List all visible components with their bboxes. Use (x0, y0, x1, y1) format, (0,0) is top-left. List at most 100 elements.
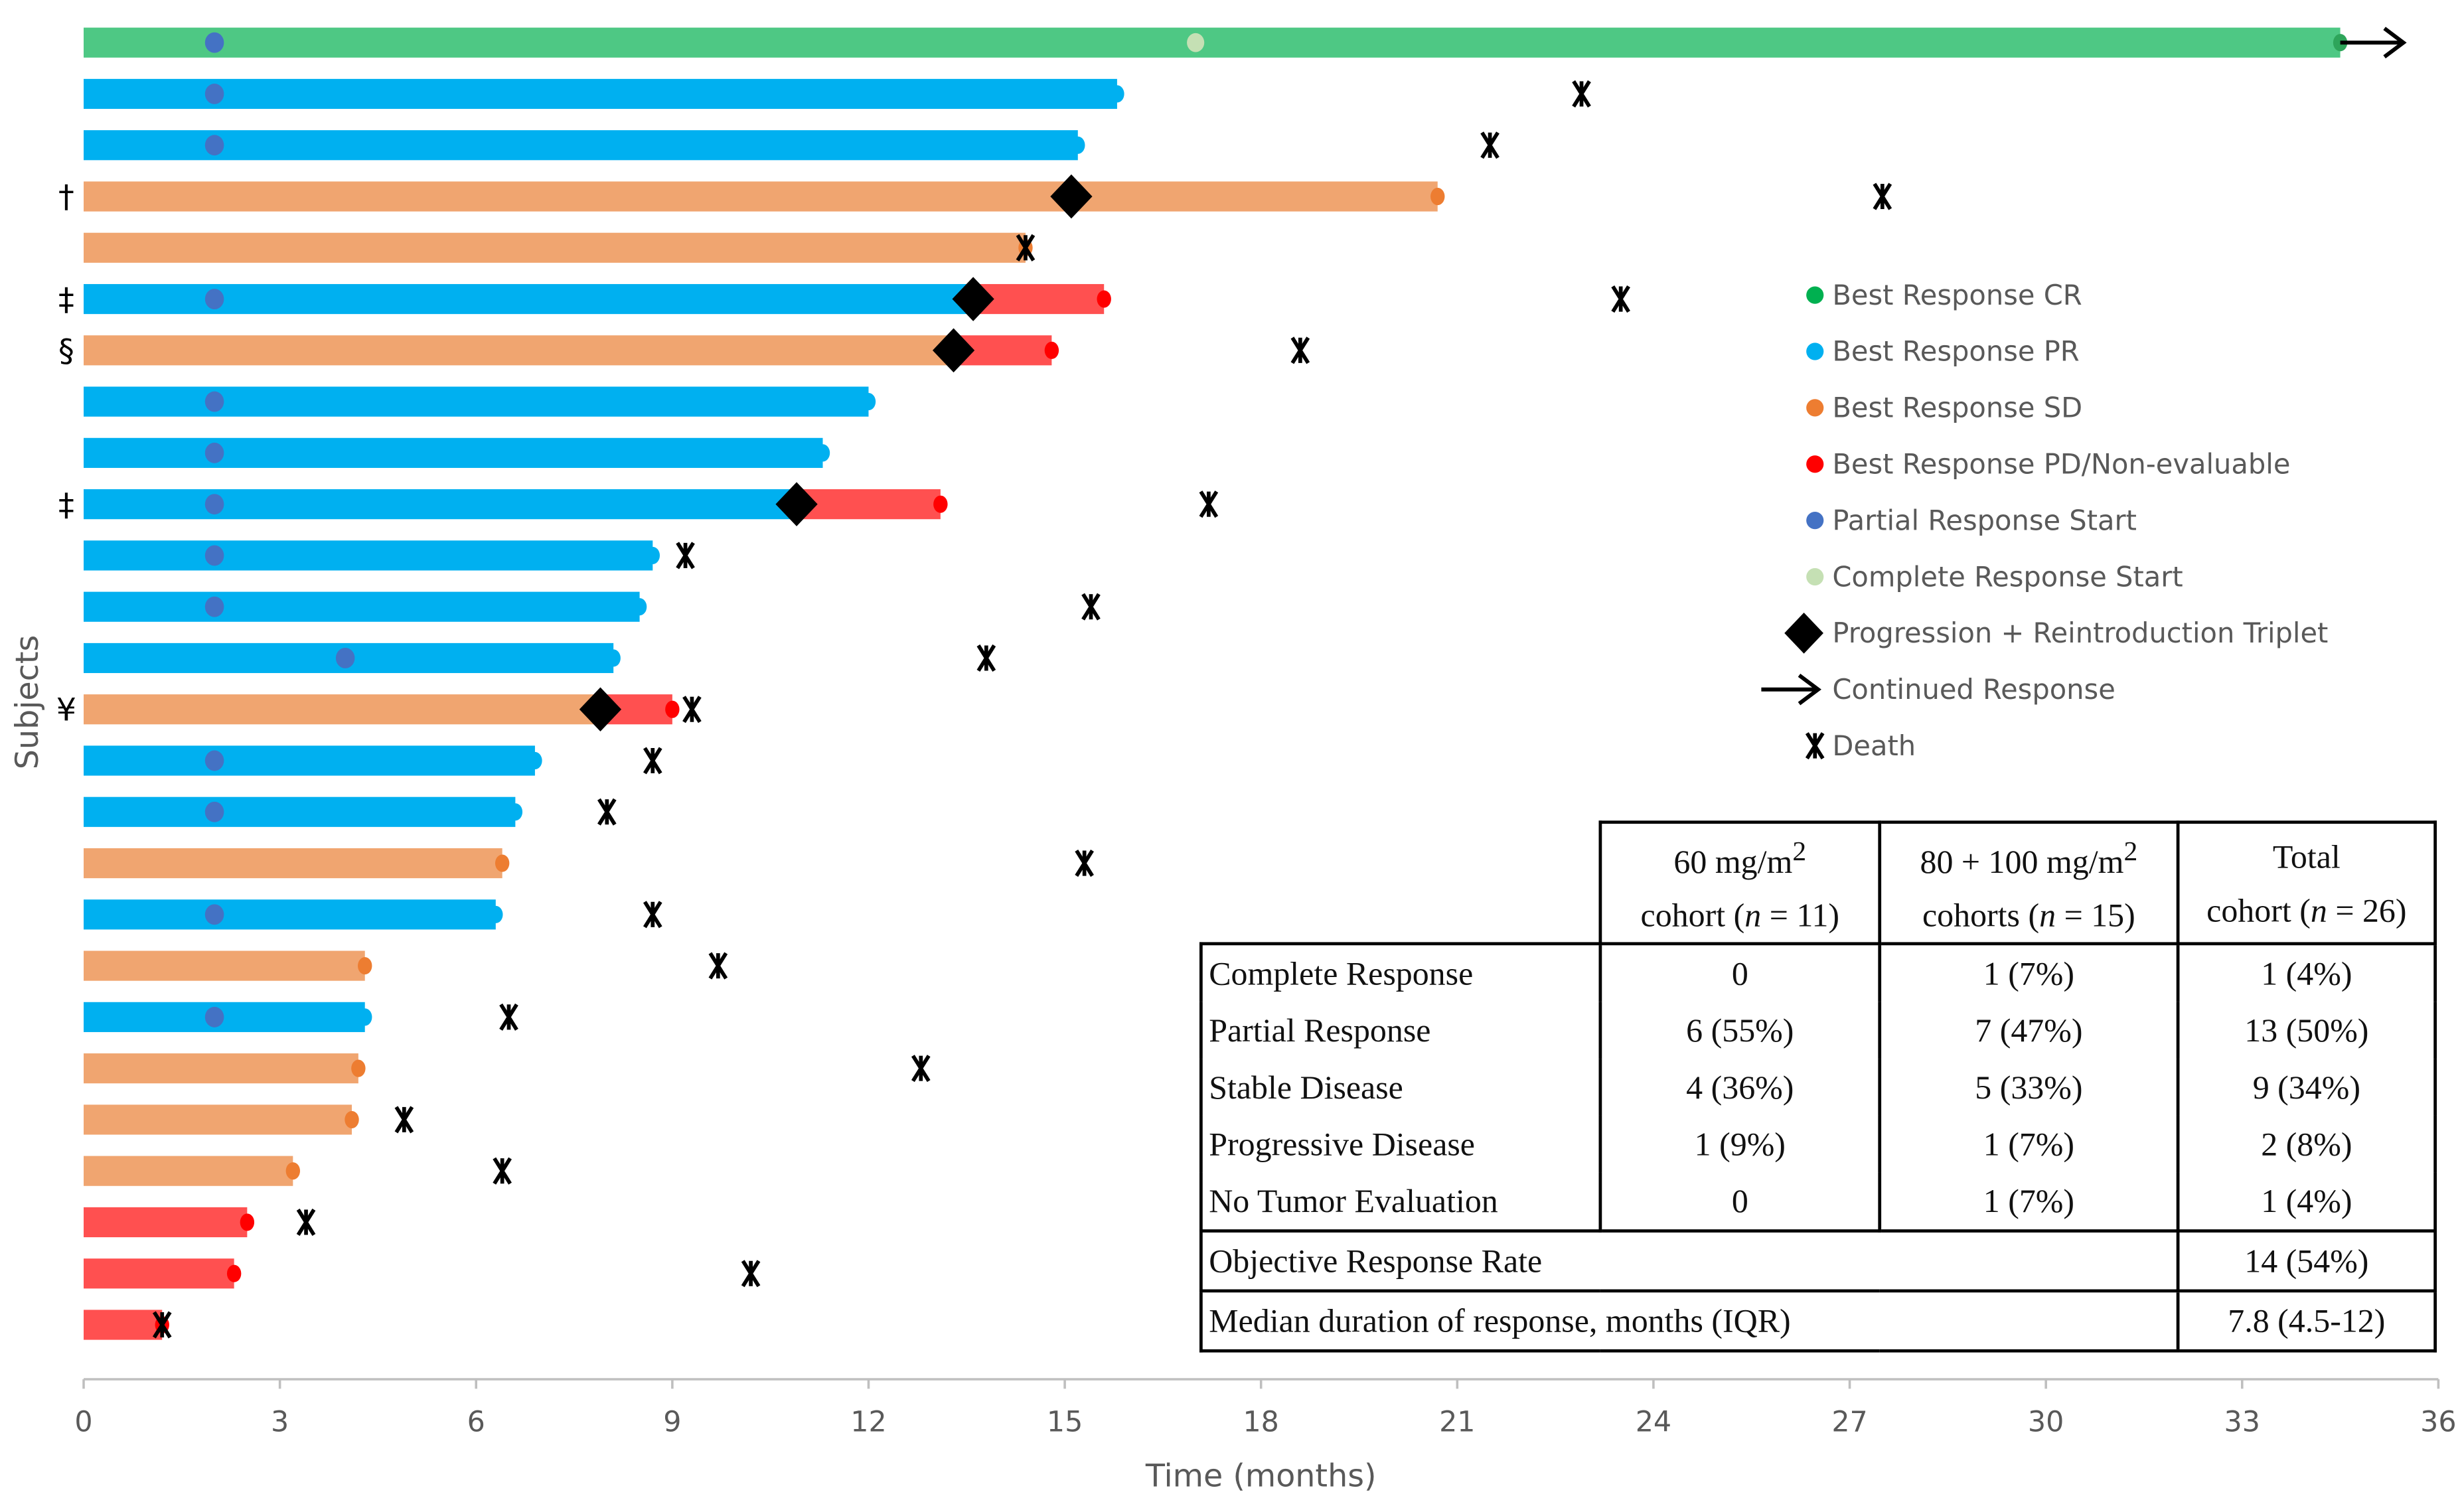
partial-response-start-dot (204, 135, 224, 156)
bar-segment-pr (84, 899, 496, 930)
bar-segment-pr (84, 591, 640, 622)
bar-segment-pr (84, 130, 1078, 161)
bar-segment-sd (84, 181, 1438, 212)
death-marker (1611, 285, 1630, 313)
legend-dot-icon (1806, 286, 1824, 304)
response-end-dot (358, 957, 372, 975)
bar-segment-pr (84, 386, 869, 417)
death-marker (499, 1003, 518, 1031)
bar-segment-pd (84, 1310, 163, 1340)
row-value: 1 (7%) (1879, 1115, 2180, 1173)
response-end-dot (1071, 136, 1085, 154)
bar-segment-pr (84, 489, 797, 520)
subject-footnote-symbol: † (58, 179, 74, 216)
response-end-dot (933, 495, 948, 513)
partial-response-start-dot (204, 494, 224, 515)
row-label: No Tumor Evaluation (1199, 1172, 1602, 1233)
median-dor-row: Median duration of response, months (IQR… (1199, 1289, 2437, 1353)
death-marker (676, 542, 695, 569)
partial-response-start-dot (204, 904, 224, 925)
n-symbol: n (2310, 891, 2327, 929)
row-value: 0 (1600, 942, 1882, 1002)
x-tick-label: 9 (663, 1405, 681, 1438)
row-value: 5 (33%) (1879, 1059, 2180, 1116)
superscript: 2 (1792, 834, 1807, 867)
legend-label: Partial Response Start (1832, 504, 2137, 536)
response-end-dot (2333, 34, 2348, 52)
header-line: 60 mg/m (1673, 842, 1793, 881)
row-value: 4 (36%) (1600, 1059, 1882, 1116)
bar-segment-sd (84, 232, 1026, 263)
row-label: Stable Disease (1199, 1059, 1602, 1116)
bar-segment-pr (84, 745, 535, 776)
bar-segment-sd (84, 335, 954, 366)
legend-label: Continued Response (1832, 673, 2115, 706)
x-tick-label: 6 (467, 1405, 485, 1438)
partial-response-start-dot (204, 596, 224, 617)
x-axis-title: Time (months) (1145, 1458, 1377, 1495)
subject-footnote-symbol: ‡ (58, 487, 74, 523)
legend-dot-icon (1806, 399, 1824, 417)
x-tick-label: 33 (2224, 1405, 2260, 1438)
death-marker (152, 1311, 172, 1339)
legend-label: Best Response CR (1832, 279, 2082, 311)
complete-response-start-dot (1187, 33, 1205, 52)
row-label: Progressive Disease (1199, 1115, 1602, 1173)
partial-response-start-dot (204, 750, 224, 771)
progression-diamond (1050, 174, 1093, 219)
legend-dot-icon (1806, 512, 1824, 530)
bar-segment-pd (973, 283, 1105, 315)
bar-segment-pd (84, 1207, 248, 1238)
legend-death-icon (1805, 732, 1825, 760)
row-value: 1 (7%) (1879, 942, 2180, 1002)
partial-response-start-dot (204, 391, 224, 412)
progression-diamond (932, 328, 975, 373)
bar-segment-pr (84, 1002, 365, 1032)
header-line: = 11) (1761, 896, 1840, 935)
death-marker (1572, 80, 1591, 108)
death-marker (1873, 183, 1892, 210)
row-value: 1 (4%) (2178, 942, 2437, 1002)
bar-segment-sd (84, 1053, 358, 1084)
row-value: 2 (8%) (2178, 1115, 2437, 1173)
partial-response-start-dot (204, 32, 224, 53)
death-marker (1081, 593, 1101, 621)
response-end-dot (645, 546, 660, 564)
partial-response-start-dot (204, 801, 224, 822)
x-tick-label: 0 (74, 1405, 92, 1438)
response-end-dot (1430, 187, 1445, 206)
partial-response-start-dot (204, 1006, 224, 1027)
legend-label: Best Response PR (1832, 335, 2079, 368)
response-end-dot (665, 700, 680, 718)
response-end-dot (1097, 290, 1111, 308)
x-tick-label: 12 (850, 1405, 886, 1438)
bar-segment-cr (84, 27, 2341, 58)
header-line: cohort ( (2206, 891, 2311, 929)
response-end-dot (632, 598, 647, 616)
x-tick-label: 3 (271, 1405, 289, 1438)
death-marker (682, 696, 702, 723)
response-end-dot (226, 1264, 242, 1282)
death-marker (976, 644, 996, 672)
bar-segment-pd (797, 489, 941, 520)
empty-corner (1201, 822, 1600, 944)
x-tick-label: 36 (2420, 1405, 2456, 1438)
progression-diamond (952, 277, 994, 321)
subject-footnote-symbol: ¥ (56, 692, 76, 728)
response-end-dot (528, 751, 542, 770)
bar-segment-sd (84, 848, 502, 879)
legend-dot-icon (1806, 567, 1824, 586)
bar-segment-sd (84, 950, 365, 981)
response-end-dot (351, 1059, 366, 1077)
y-axis-title: Subjects (9, 635, 46, 770)
death-marker (1290, 337, 1310, 364)
bar-segment-pr (84, 78, 1117, 110)
row-value: 0 (1600, 1172, 1882, 1233)
header-line: cohort ( (1640, 896, 1745, 935)
row-value: 1 (7%) (1879, 1172, 2180, 1233)
response-summary-table: 60 mg/m2 cohort (n = 11) 80 + 100 mg/m2 co… (1199, 820, 2437, 1353)
bar-segment-pr (84, 796, 516, 827)
row-value: 7 (47%) (1879, 1002, 2180, 1059)
